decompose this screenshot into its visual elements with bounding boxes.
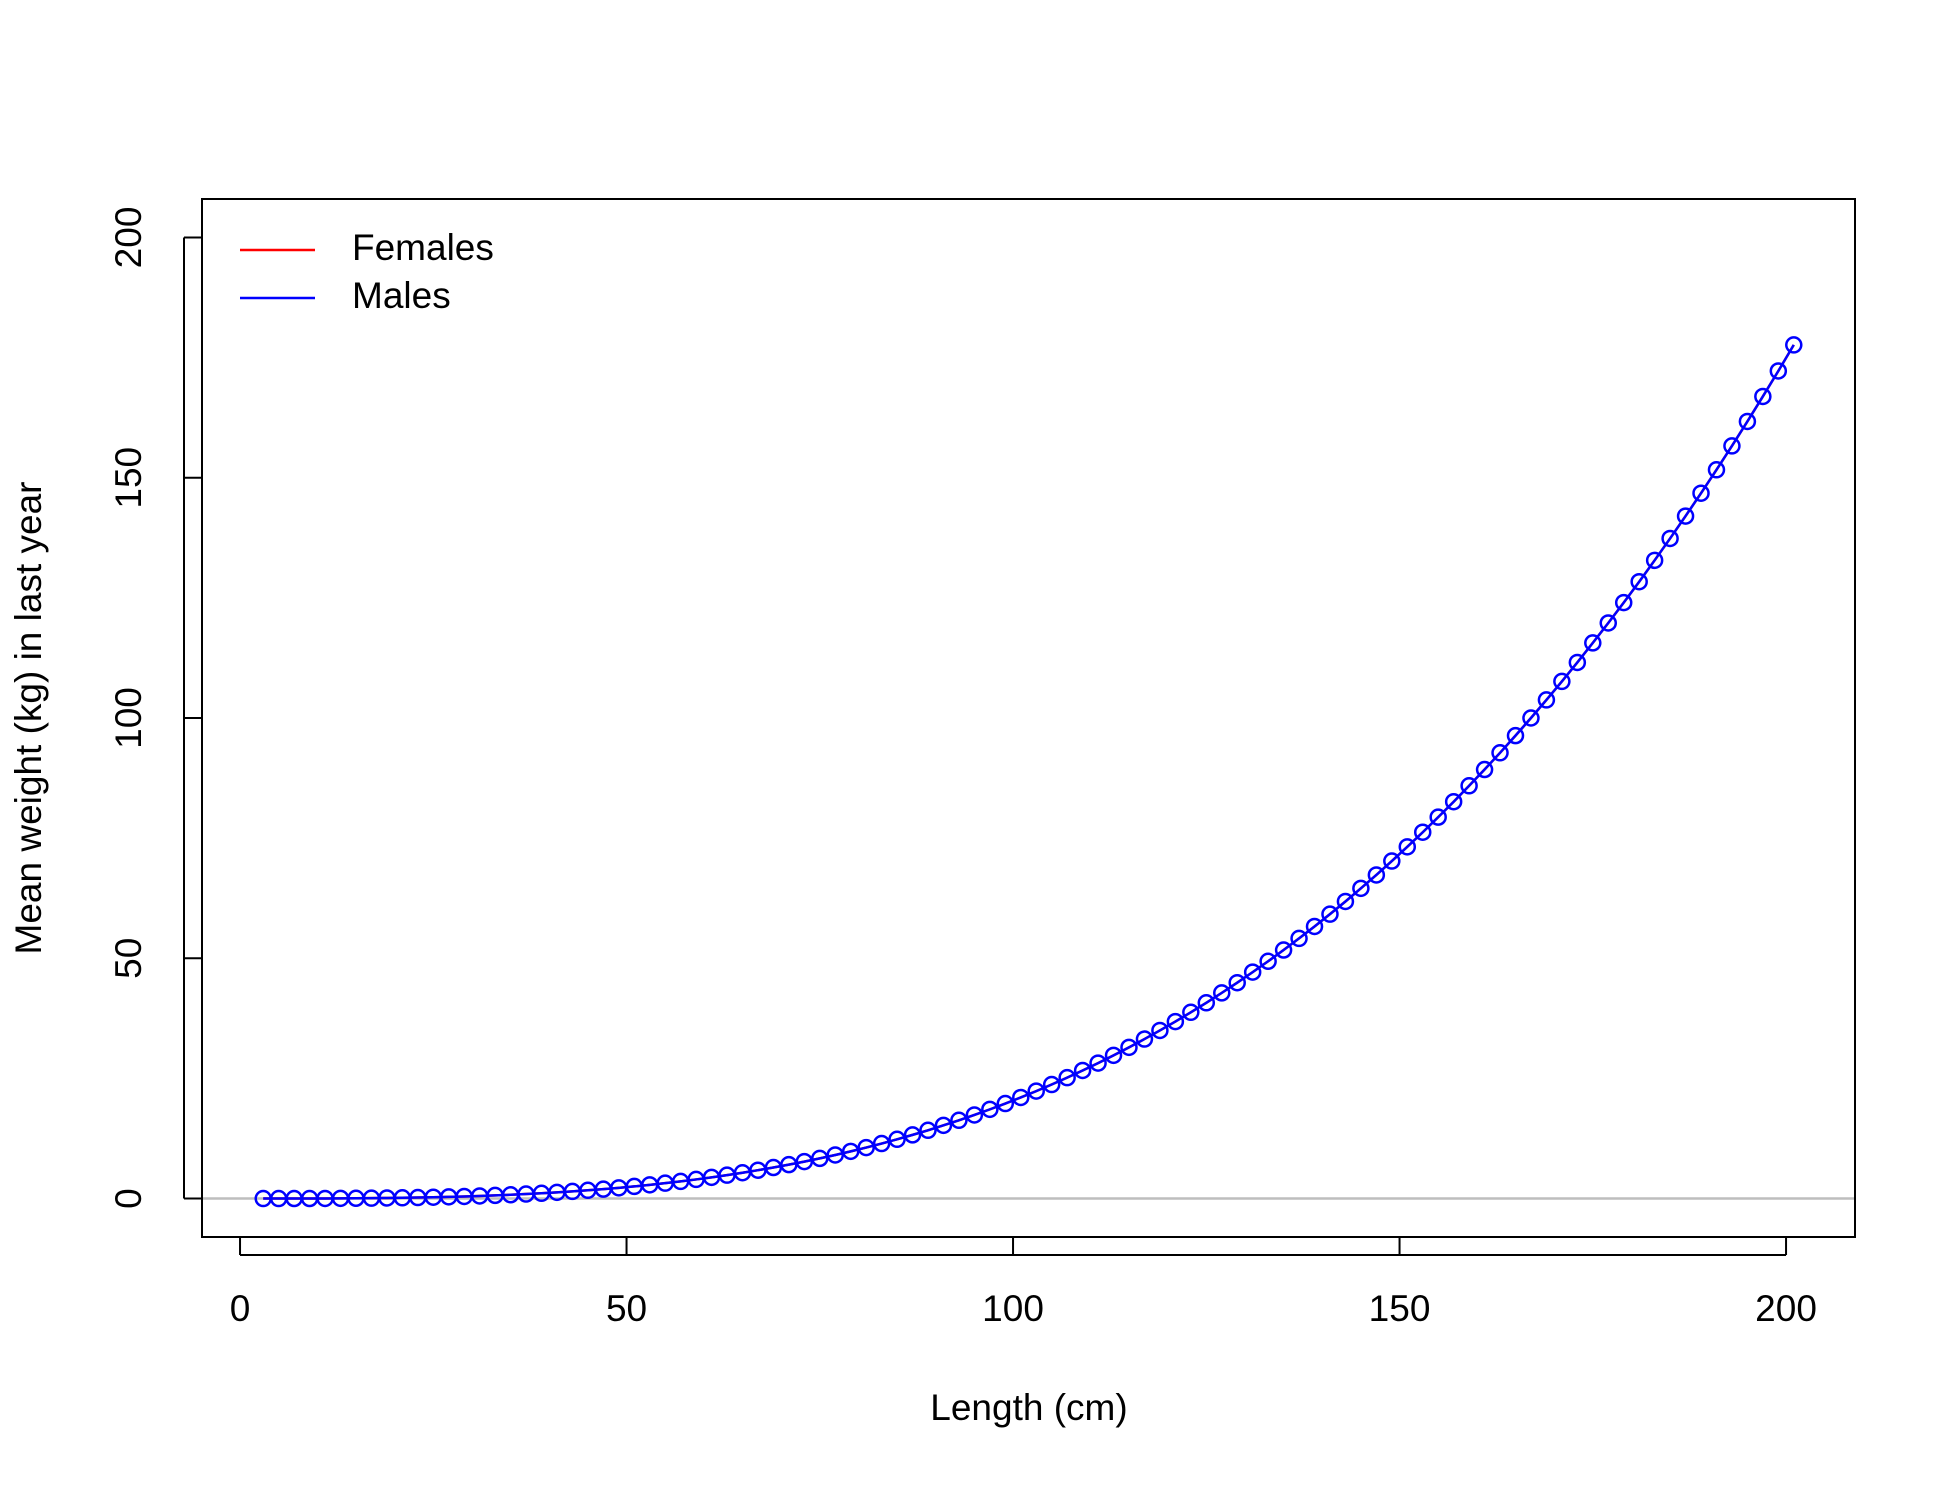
data-point: [919, 1121, 937, 1140]
data-point: [1553, 672, 1571, 691]
data-point: [1475, 760, 1494, 779]
data-point: [950, 1111, 968, 1130]
data-point: [872, 1134, 891, 1153]
data-point: [1197, 994, 1216, 1012]
data-point: [1460, 777, 1478, 795]
data-point: [1228, 973, 1246, 992]
data-point: [1104, 1046, 1123, 1065]
data-point: [1692, 484, 1710, 502]
data-point: [1321, 905, 1339, 923]
legend-label: Males: [352, 275, 451, 316]
data-point: [1491, 744, 1509, 762]
data-point: [1785, 336, 1803, 354]
x-tick-label: 150: [1369, 1288, 1431, 1329]
data-point: [888, 1130, 906, 1149]
data-point: [841, 1142, 860, 1161]
data-point: [1151, 1021, 1169, 1040]
data-point: [1584, 634, 1602, 652]
data-point: [1274, 941, 1293, 959]
y-axis-label: Mean weight (kg) in last year: [8, 482, 49, 955]
data-point: [934, 1116, 953, 1135]
data-point: [1413, 823, 1432, 841]
data-point: [1522, 709, 1540, 727]
data-point: [1614, 593, 1633, 612]
data-point: [1537, 691, 1556, 709]
data-point: [1599, 614, 1618, 632]
y-tick-label: 200: [108, 207, 149, 269]
series-line: [263, 344, 1795, 1200]
data-point: [1676, 507, 1695, 525]
data-point: [903, 1126, 922, 1144]
data-point: [1290, 929, 1308, 948]
x-tick-label: 100: [982, 1288, 1044, 1329]
data-point: [1058, 1068, 1076, 1087]
data-point: [965, 1106, 984, 1124]
data-point: [1042, 1075, 1061, 1094]
data-point: [1243, 963, 1262, 981]
x-tick-label: 0: [230, 1288, 251, 1329]
data-point: [1661, 529, 1679, 548]
data-point: [1135, 1030, 1154, 1048]
data-point: [1259, 952, 1277, 971]
x-axis-label: Length (cm): [930, 1387, 1127, 1428]
data-point: [1027, 1082, 1045, 1100]
data-point: [1120, 1038, 1138, 1057]
data-point: [1305, 917, 1324, 936]
data-point: [996, 1094, 1015, 1113]
plot-frame: [201, 198, 1856, 1238]
data-point: [1182, 1003, 1200, 1022]
data-point: [1383, 852, 1401, 870]
data-point: [1738, 412, 1757, 431]
x-tick-label: 50: [606, 1288, 647, 1329]
data-point: [1444, 792, 1463, 811]
data-point: [1707, 461, 1726, 479]
y-tick-label: 0: [108, 1188, 149, 1209]
data-point: [1769, 362, 1788, 380]
data-point: [1367, 866, 1386, 884]
data-point: [1166, 1012, 1185, 1031]
data-point: [1568, 653, 1587, 672]
data-point: [1630, 572, 1648, 591]
data-point: [1336, 892, 1355, 911]
data-point: [1506, 726, 1525, 745]
data-point: [857, 1138, 875, 1157]
y-tick-label: 100: [108, 687, 149, 749]
data-point: [1723, 437, 1741, 455]
data-point: [981, 1100, 999, 1119]
data-point: [1398, 838, 1417, 856]
legend-label: Females: [352, 227, 494, 268]
data-point: [1089, 1054, 1107, 1072]
data-point: [1213, 984, 1231, 1002]
y-tick-label: 150: [108, 447, 149, 509]
data-point: [1645, 551, 1664, 570]
data-point: [1012, 1088, 1030, 1107]
data-point: [1352, 879, 1370, 898]
y-tick-label: 50: [108, 938, 149, 979]
series-line: [263, 344, 1795, 1200]
data-point: [1429, 808, 1447, 826]
data-point: [1754, 387, 1772, 406]
x-tick-label: 200: [1755, 1288, 1817, 1329]
data-point: [1073, 1061, 1092, 1080]
